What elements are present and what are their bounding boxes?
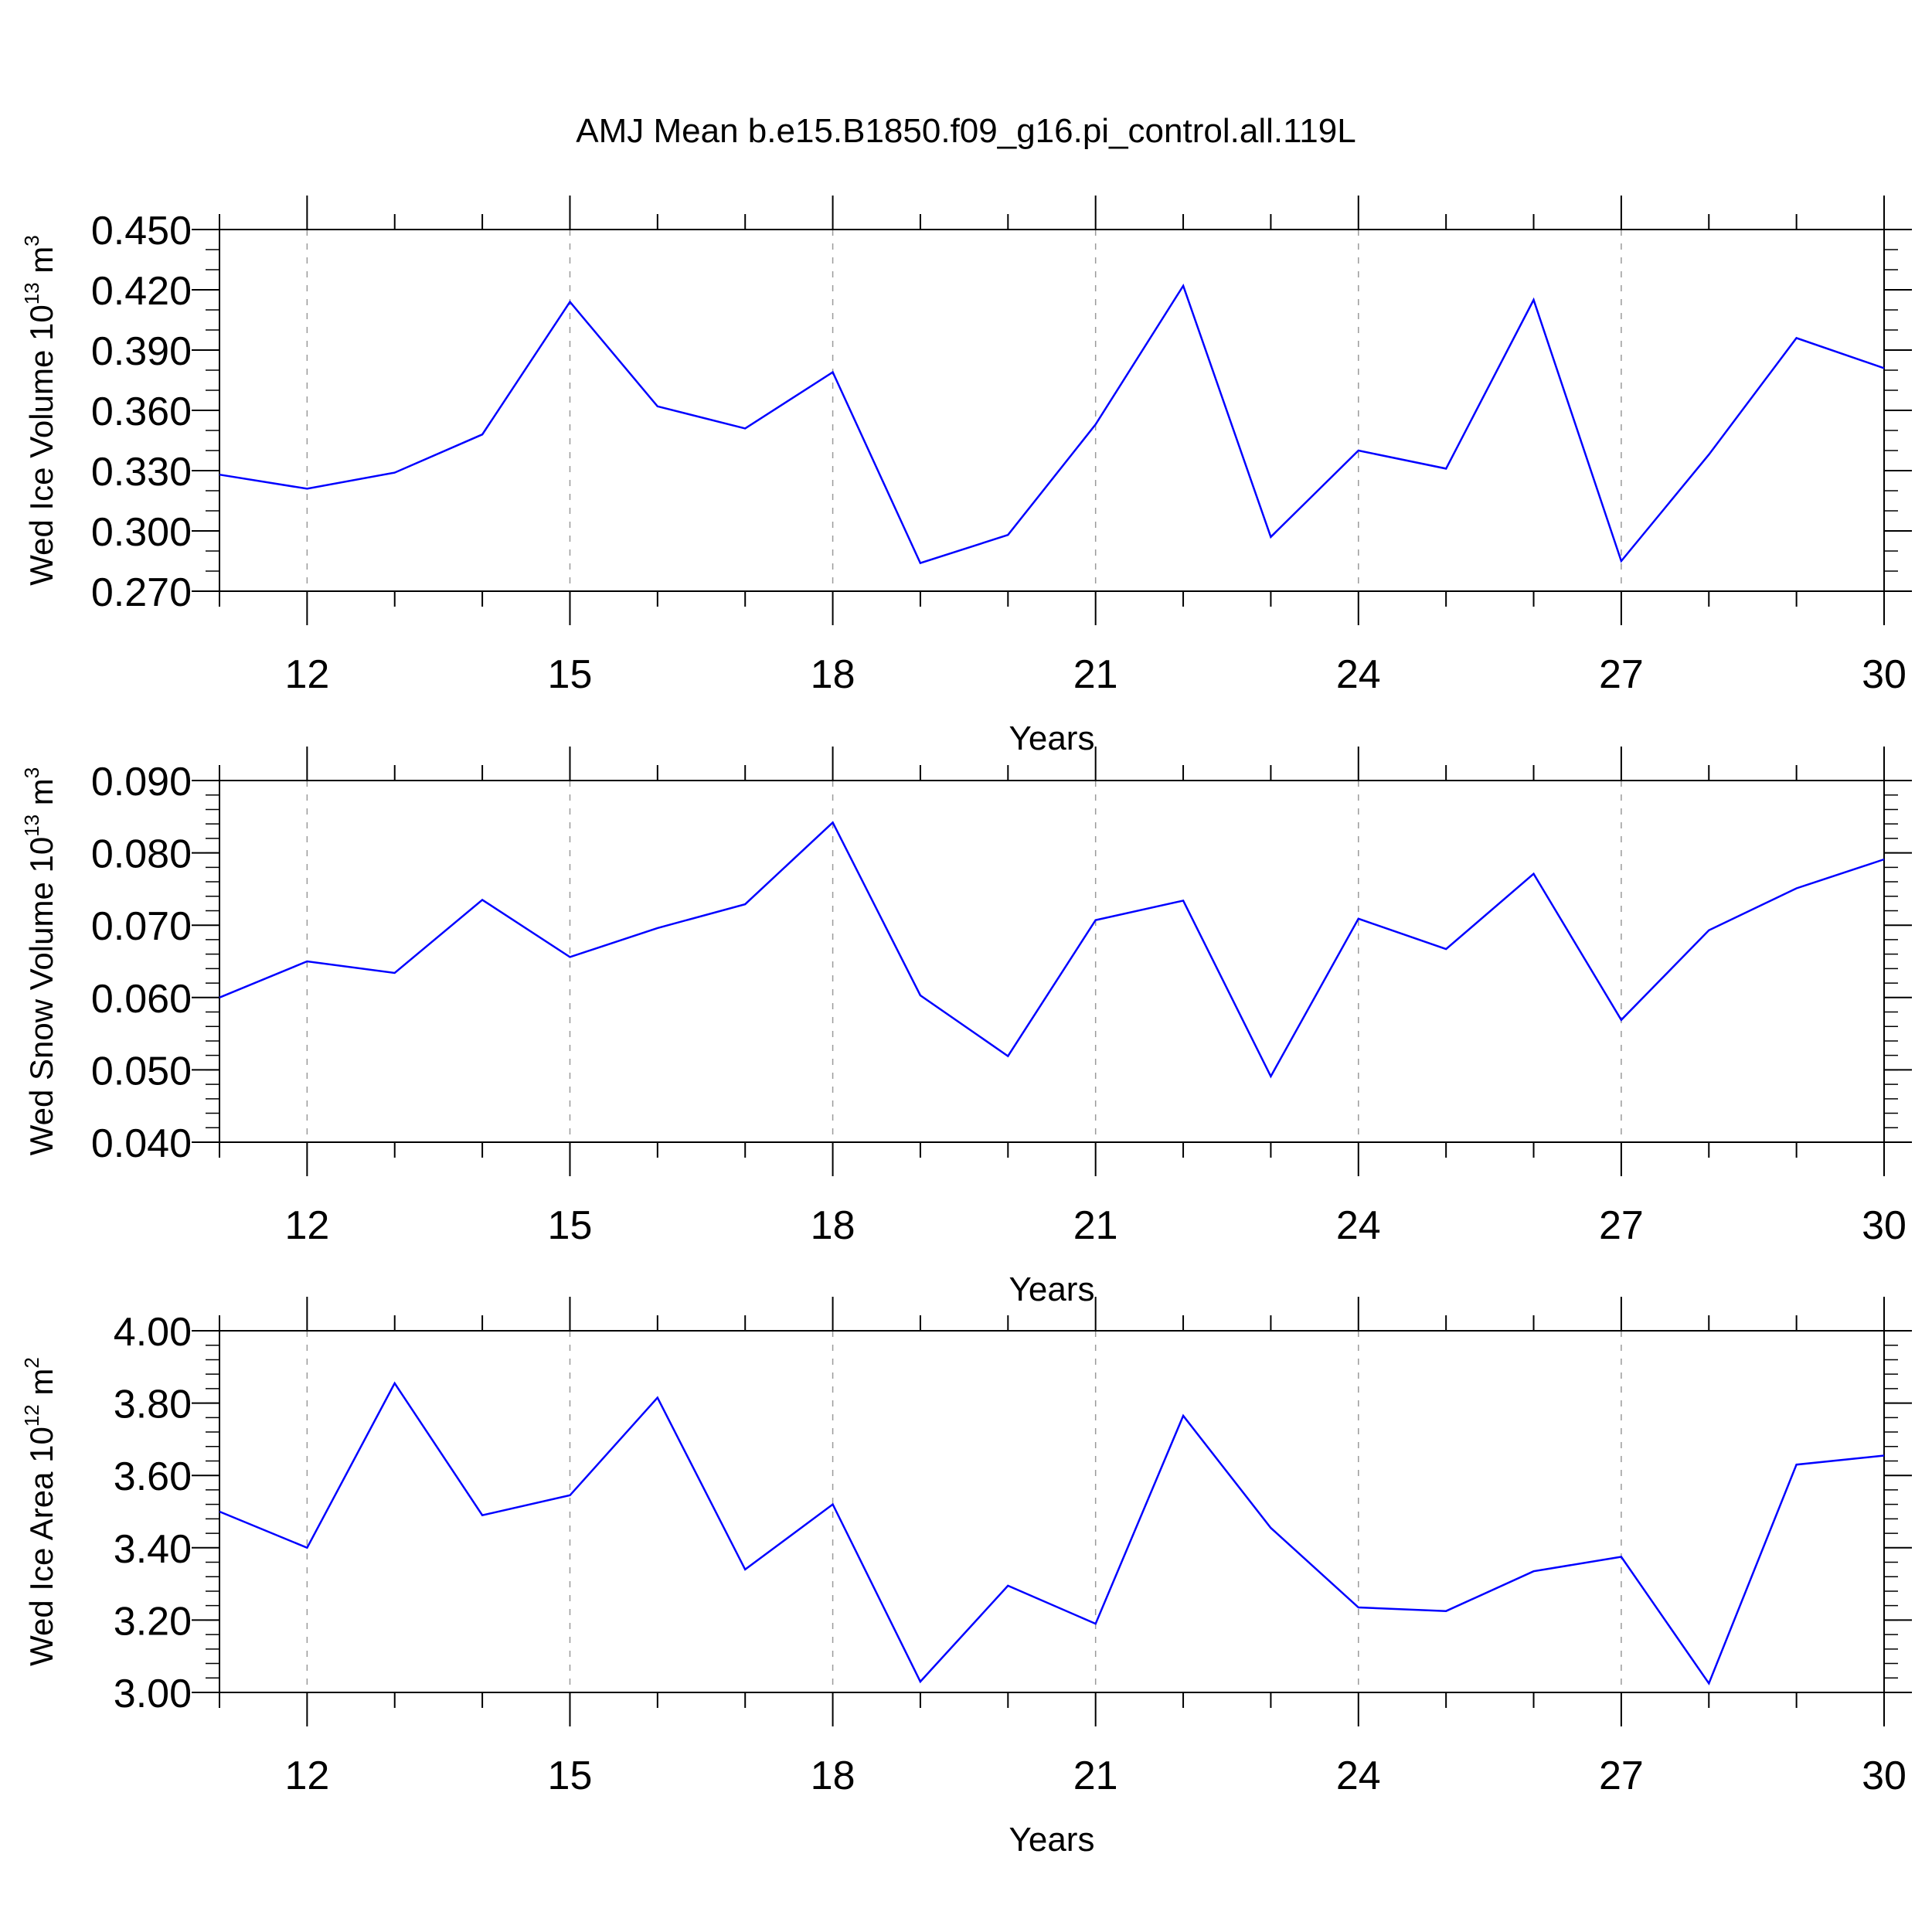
x-tick-label: 21 <box>1073 652 1118 697</box>
x-tick-label: 15 <box>548 652 593 697</box>
plot-frame <box>219 1330 1885 1693</box>
x-tick-label: 21 <box>1073 1753 1118 1798</box>
y-tick-label: 0.330 <box>91 450 192 495</box>
x-axis-label: Years <box>1009 1270 1095 1308</box>
x-tick-label: 12 <box>284 1203 329 1248</box>
x-tick-label: 12 <box>284 652 329 697</box>
y-tick-label: 3.60 <box>114 1454 192 1499</box>
x-tick-label: 15 <box>548 1753 593 1798</box>
panel-2: 12 15 18 21 24 27 30 Years 0.040 0.050 0.060 0.070 0… <box>20 747 1912 1308</box>
x-tick-label: 24 <box>1336 652 1381 697</box>
plot-frame <box>219 229 1885 592</box>
y-tick-label: 0.080 <box>91 832 192 877</box>
x-tick-label: 24 <box>1336 1753 1381 1798</box>
x-axis-label: Years <box>1009 1821 1095 1859</box>
y-tick-label: 0.090 <box>91 760 192 804</box>
y-axis-label: Wed Ice Volume 1013 m3 <box>20 235 60 586</box>
series-line <box>219 821 1885 1079</box>
plot-frame <box>219 780 1885 1143</box>
panel-1: 12 15 18 21 24 27 30 Years 0.270 0.300 0.330 0.360 0… <box>20 196 1912 757</box>
x-tick-label: 30 <box>1862 1753 1906 1798</box>
y-axis-label: Wed Ice Area 1012 m2 <box>20 1357 60 1666</box>
x-tick-label: 27 <box>1599 1753 1644 1798</box>
y-tick-label: 3.20 <box>114 1599 192 1644</box>
x-tick-label: 12 <box>284 1753 329 1798</box>
x-tick-label: 27 <box>1599 1203 1644 1248</box>
figure-title: AMJ Mean b.e15.B1850.f09_g16.pi_control.… <box>576 112 1356 150</box>
y-tick-label: 3.80 <box>114 1383 192 1427</box>
y-tick-label: 0.420 <box>91 269 192 314</box>
y-tick-label: 0.300 <box>91 510 192 555</box>
series-line <box>219 1381 1885 1685</box>
x-axis-label: Years <box>1009 719 1095 757</box>
y-tick-label: 4.00 <box>114 1310 192 1355</box>
y-tick-label: 0.060 <box>91 977 192 1022</box>
x-tick-label: 15 <box>548 1203 593 1248</box>
y-tick-label: 0.360 <box>91 389 192 434</box>
series-line <box>219 283 1885 565</box>
x-tick-label: 30 <box>1862 1203 1906 1248</box>
y-tick-label: 0.050 <box>91 1049 192 1094</box>
y-tick-label: 0.450 <box>91 209 192 253</box>
panel-3: 12 15 18 21 24 27 30 Years 3.00 3.20 3.40 3.60 3.80 4… <box>20 1297 1912 1859</box>
y-tick-label: 0.040 <box>91 1121 192 1166</box>
x-tick-label: 30 <box>1862 652 1906 697</box>
x-tick-label: 18 <box>811 1753 855 1798</box>
y-tick-label: 0.390 <box>91 329 192 374</box>
y-tick-label: 0.070 <box>91 904 192 949</box>
x-tick-label: 27 <box>1599 652 1644 697</box>
y-tick-label: 0.270 <box>91 570 192 615</box>
x-tick-label: 21 <box>1073 1203 1118 1248</box>
y-axis-label: Wed Snow Volume 1013 m3 <box>20 767 60 1156</box>
x-tick-label: 18 <box>811 652 855 697</box>
y-tick-label: 3.40 <box>114 1527 192 1572</box>
x-tick-label: 18 <box>811 1203 855 1248</box>
x-tick-label: 24 <box>1336 1203 1381 1248</box>
y-tick-label: 3.00 <box>114 1672 192 1716</box>
